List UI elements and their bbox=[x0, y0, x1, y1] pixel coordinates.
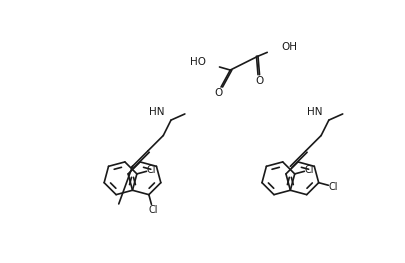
Text: O: O bbox=[256, 76, 264, 86]
Text: O: O bbox=[215, 88, 223, 98]
Text: HN: HN bbox=[307, 107, 323, 117]
Text: HO: HO bbox=[190, 57, 206, 67]
Text: Cl: Cl bbox=[305, 165, 314, 175]
Text: Cl: Cl bbox=[148, 205, 158, 215]
Text: HN: HN bbox=[149, 107, 165, 117]
Text: Cl: Cl bbox=[329, 182, 338, 192]
Text: Cl: Cl bbox=[147, 165, 156, 175]
Text: OH: OH bbox=[281, 42, 297, 52]
